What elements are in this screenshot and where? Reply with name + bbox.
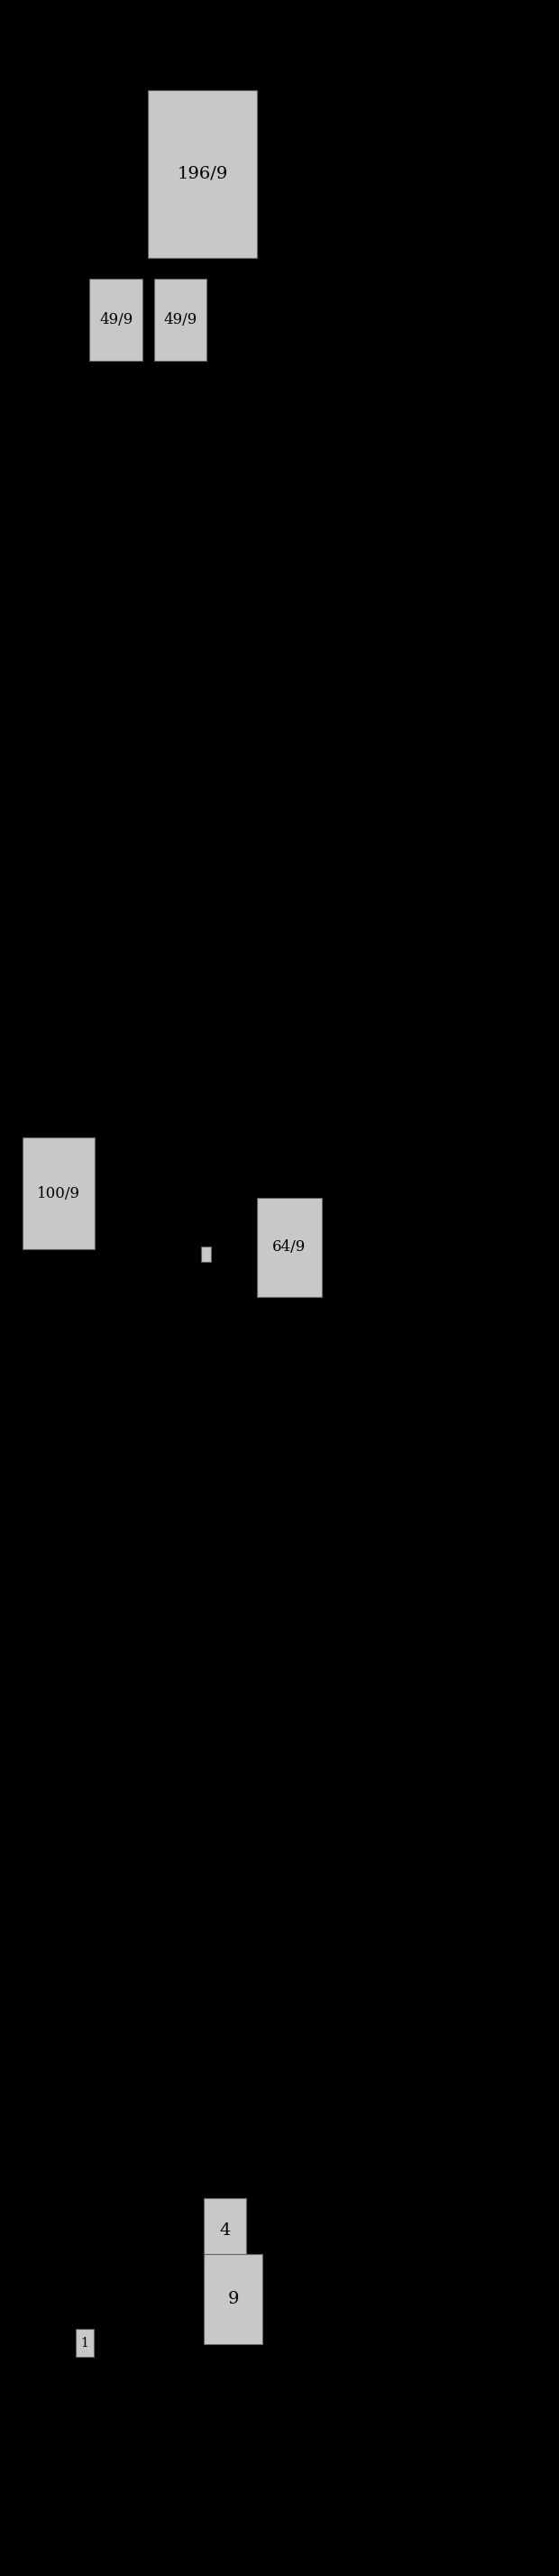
Text: 49/9: 49/9 (163, 312, 197, 327)
Text: 196/9: 196/9 (177, 165, 228, 183)
Bar (204, 2254, 263, 2344)
Bar (201, 1247, 211, 1262)
Bar (257, 1198, 321, 1296)
Bar (204, 2197, 246, 2262)
Text: 1: 1 (80, 2336, 89, 2349)
Text: 64/9: 64/9 (272, 1239, 306, 1255)
Bar (148, 90, 257, 258)
Text: 100/9: 100/9 (37, 1185, 80, 1200)
Text: 9: 9 (228, 2290, 239, 2308)
Bar (89, 278, 143, 361)
Bar (154, 278, 207, 361)
Text: 4: 4 (220, 2223, 230, 2239)
Bar (22, 1139, 95, 1249)
Bar (75, 2329, 94, 2357)
Text: 49/9: 49/9 (99, 312, 133, 327)
